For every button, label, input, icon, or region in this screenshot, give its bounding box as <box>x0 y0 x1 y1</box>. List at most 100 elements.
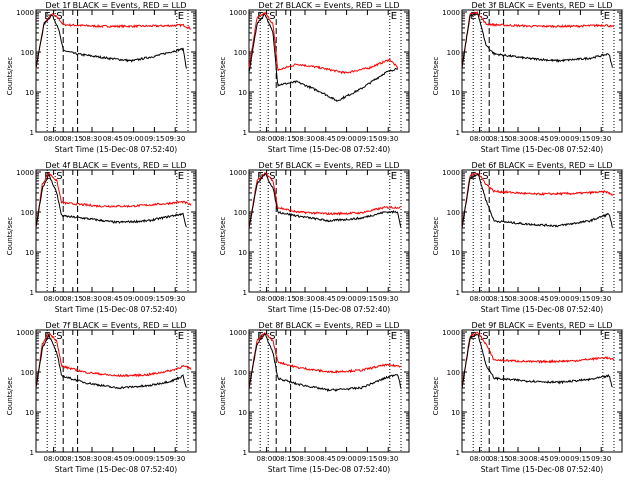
x-tick-label: 08:15 <box>489 135 509 143</box>
y-tick-label: 1000 <box>16 169 34 177</box>
time-marker-label: S <box>482 171 488 182</box>
panel-title: Det 9f BLACK = Events, RED = LLD <box>471 321 613 330</box>
series-line <box>461 333 613 389</box>
x-tick-label: 08:30 <box>82 295 102 303</box>
y-tick-label: 100 <box>21 209 34 217</box>
time-marker-label: E <box>178 171 184 182</box>
panel-det-8f: Det 8f BLACK = Events, RED = LLD Counts/… <box>213 320 426 480</box>
time-marker-label: E <box>391 11 397 22</box>
y-tick-label: 10 <box>25 249 34 257</box>
x-tick-label: 08:45 <box>529 455 549 463</box>
x-axis-label: Start Time (15-Dec-08 07:52:40) <box>480 465 604 474</box>
series-line <box>461 331 615 388</box>
time-marker-label: E <box>391 171 397 182</box>
x-tick-label: 08:00 <box>257 455 277 463</box>
panel-title: Det 3f BLACK = Events, RED = LLD <box>471 1 613 10</box>
panel-title: Det 7f BLACK = Events, RED = LLD <box>45 321 187 330</box>
x-tick-label: 08:15 <box>63 455 83 463</box>
y-tick-label: 1000 <box>229 169 247 177</box>
x-tick-label: 08:45 <box>103 135 123 143</box>
plot-frame <box>461 9 623 133</box>
y-tick-label: 1000 <box>229 9 247 17</box>
y-tick-label: 10 <box>238 409 247 417</box>
x-tick-label: 09:15 <box>144 135 164 143</box>
series-line <box>35 332 187 390</box>
y-tick-label: 10 <box>238 89 247 97</box>
time-marker-label: E <box>604 171 610 182</box>
x-tick-label: 08:45 <box>529 135 549 143</box>
x-tick-label: 08:30 <box>508 455 528 463</box>
series-line <box>35 12 192 69</box>
x-axis-label: Start Time (15-Dec-08 07:52:40) <box>54 465 178 474</box>
y-tick-label: 1000 <box>442 169 460 177</box>
time-marker-label: E <box>604 331 610 342</box>
time-marker-label: S <box>269 11 275 22</box>
series-line <box>35 333 192 388</box>
plot-svg: 1 10 100 1000 08:00 08:15 08:30 08:45 09:00 09:15… <box>442 9 623 143</box>
x-tick-label: 09:30 <box>378 295 398 303</box>
time-marker-label: E <box>257 331 263 342</box>
y-tick-label: 100 <box>21 369 34 377</box>
time-marker-label: S <box>56 331 62 342</box>
x-tick-label: 08:00 <box>470 135 490 143</box>
x-axis-label: Start Time (15-Dec-08 07:52:40) <box>267 305 391 314</box>
plot-svg: 1 10 100 1000 08:00 08:15 08:30 08:45 09:00 09:15… <box>16 169 197 303</box>
plot-svg: 1 10 100 1000 08:00 08:15 08:30 08:45 09:00 09:15… <box>229 169 410 303</box>
time-marker-label: S <box>269 171 275 182</box>
panel-title: Det 1f BLACK = Events, RED = LLD <box>45 1 187 10</box>
x-tick-label: 09:15 <box>570 455 590 463</box>
series-line <box>461 11 615 68</box>
time-marker-label: E <box>44 11 50 22</box>
panel-det-3f: Det 3f BLACK = Events, RED = LLD Counts/… <box>426 0 639 160</box>
x-axis-label: Start Time (15-Dec-08 07:52:40) <box>54 305 178 314</box>
series-line <box>461 172 615 228</box>
plot-svg: 1 10 100 1000 08:00 08:15 08:30 08:45 09:00 09:15… <box>442 329 623 463</box>
y-tick-label: 100 <box>234 209 247 217</box>
y-tick-label: 1 <box>30 449 34 457</box>
plot-svg: 1 10 100 1000 08:00 08:15 08:30 08:45 09:00 09:15… <box>442 169 623 303</box>
y-tick-label: 1 <box>243 289 247 297</box>
y-tick-label: 1 <box>30 129 34 137</box>
plot-svg: 1 10 100 1000 08:00 08:15 08:30 08:45 09:00 09:15… <box>16 9 197 143</box>
x-tick-label: 09:15 <box>357 295 377 303</box>
time-marker-label: S <box>482 331 488 342</box>
x-tick-label: 08:30 <box>295 135 315 143</box>
time-marker-label: E <box>257 171 263 182</box>
y-tick-label: 10 <box>238 249 247 257</box>
plot-frame <box>461 169 623 293</box>
x-axis-label: Start Time (15-Dec-08 07:52:40) <box>480 145 604 154</box>
x-tick-label: 09:30 <box>591 455 611 463</box>
x-tick-label: 09:00 <box>337 135 357 143</box>
panel-title: Det 8f BLACK = Events, RED = LLD <box>258 321 400 330</box>
y-tick-label: 1000 <box>16 329 34 337</box>
x-tick-label: 08:30 <box>295 295 315 303</box>
x-tick-label: 09:30 <box>165 455 185 463</box>
x-tick-label: 09:30 <box>591 295 611 303</box>
x-tick-label: 09:00 <box>124 135 144 143</box>
series-line <box>35 173 187 228</box>
x-tick-label: 08:45 <box>103 295 123 303</box>
time-marker-label: E <box>470 11 476 22</box>
time-marker-label: S <box>56 11 62 22</box>
time-marker-label: E <box>178 331 184 342</box>
series-line <box>35 172 192 228</box>
x-tick-label: 09:00 <box>337 295 357 303</box>
y-tick-label: 100 <box>21 49 34 57</box>
plot-frame <box>248 169 410 293</box>
series-line <box>248 172 402 228</box>
panel-det-6f: Det 6f BLACK = Events, RED = LLD Counts/… <box>426 160 639 320</box>
x-tick-label: 09:00 <box>337 455 357 463</box>
time-marker-label: S <box>482 11 488 22</box>
x-tick-label: 09:30 <box>378 135 398 143</box>
x-tick-label: 08:30 <box>82 135 102 143</box>
y-tick-label: 1 <box>30 289 34 297</box>
panel-title: Det 2f BLACK = Events, RED = LLD <box>258 1 400 10</box>
x-tick-label: 09:15 <box>570 135 590 143</box>
y-tick-label: 10 <box>25 89 34 97</box>
y-tick-label: 100 <box>234 49 247 57</box>
panel-det-7f: Det 7f BLACK = Events, RED = LLD Counts/… <box>0 320 213 480</box>
panel-title: Det 6f BLACK = Events, RED = LLD <box>471 161 613 170</box>
x-tick-label: 08:30 <box>508 295 528 303</box>
series-line <box>248 332 402 388</box>
